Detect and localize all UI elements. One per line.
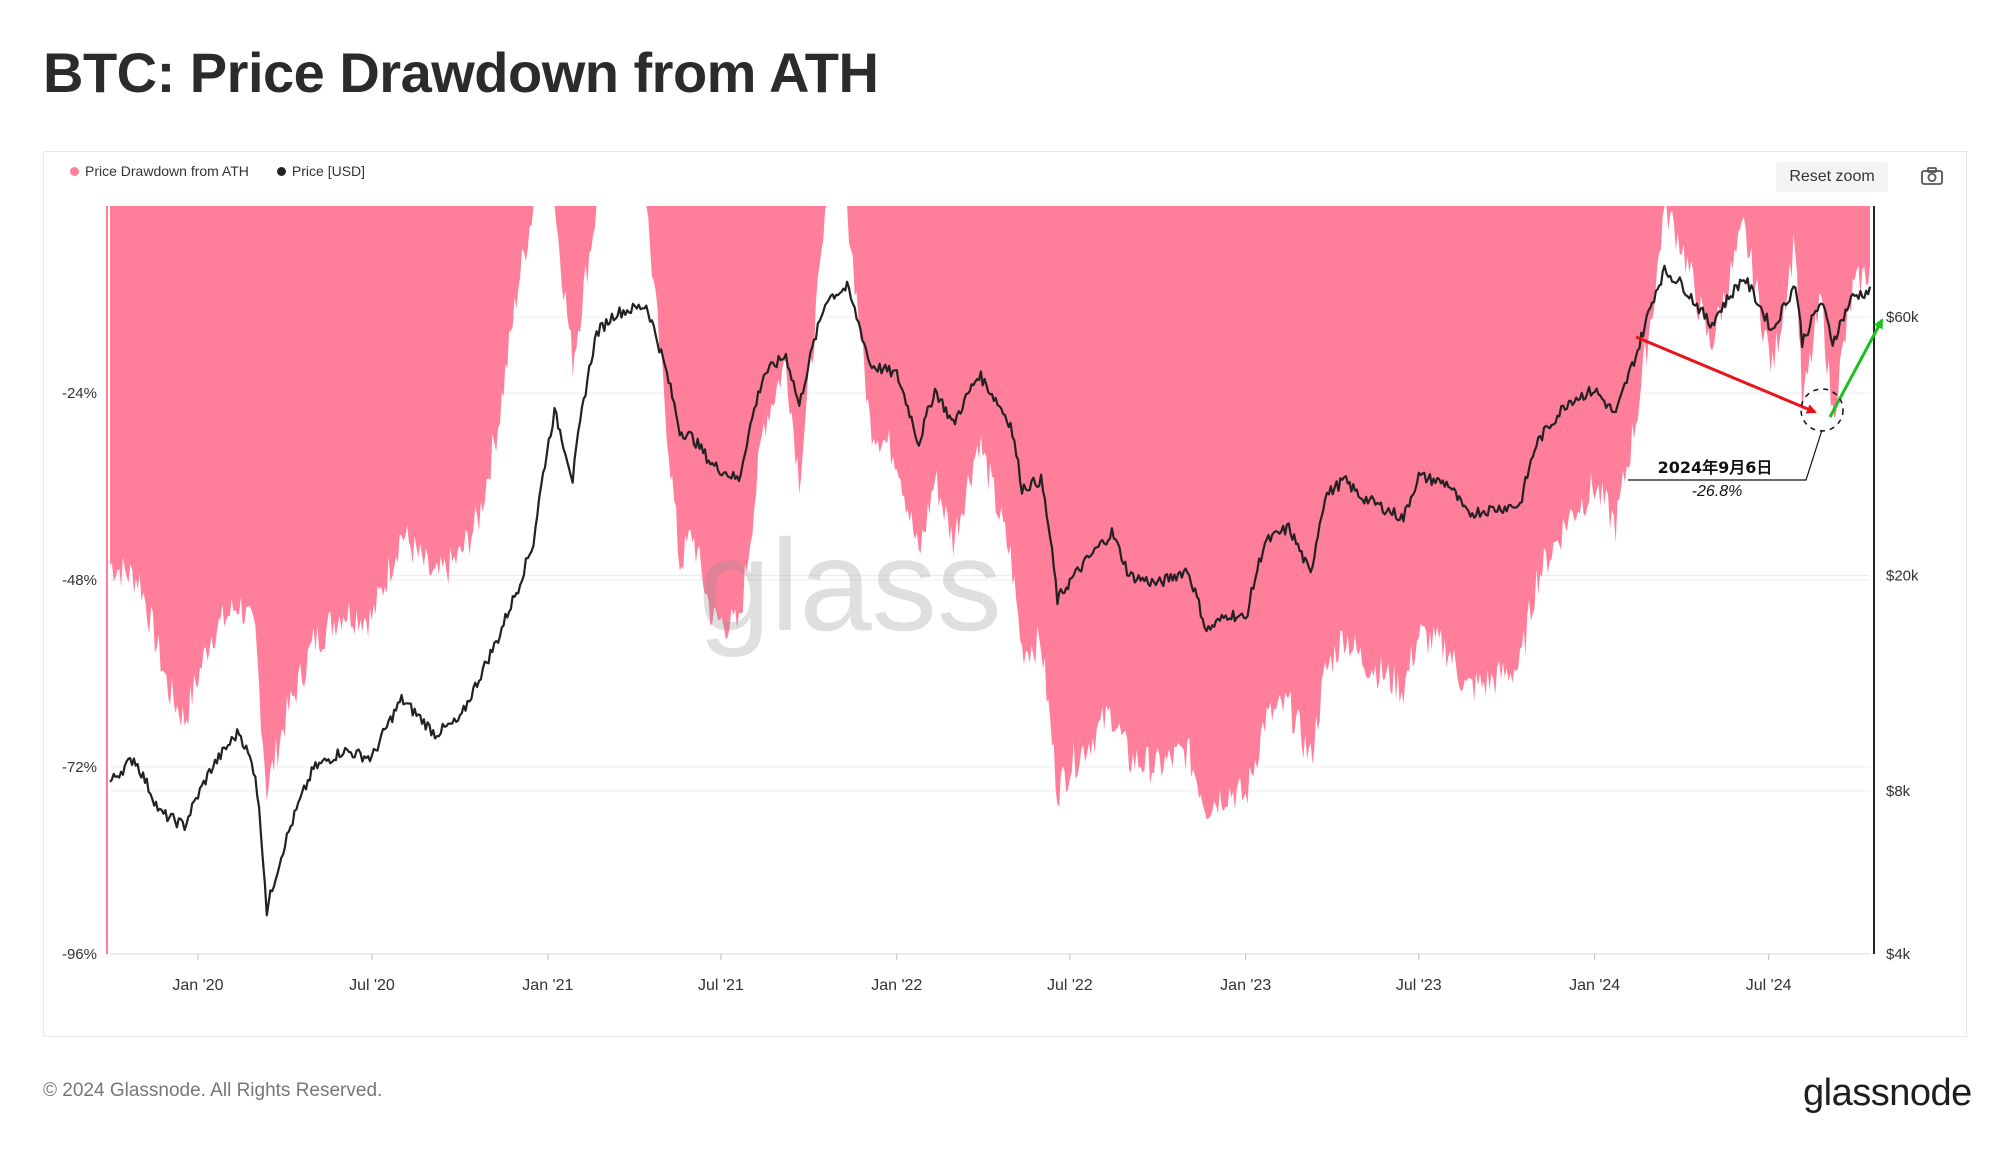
x-tick-label-1: Jul '20	[349, 977, 395, 994]
y-right-tick-1: $20k	[1886, 567, 1919, 584]
x-tick-label-6: Jan '23	[1220, 977, 1271, 994]
legend-dot-drawdown	[70, 166, 79, 176]
legend-dot-price	[276, 166, 286, 176]
price-line	[109, 264, 1872, 917]
annotation: 2024年9月6日 -26.8%	[1628, 318, 1884, 500]
y-left-tick-0: -24%	[62, 385, 97, 402]
y-left-tick-2: -72%	[62, 759, 97, 776]
x-tick-label-0: Jan '20	[172, 977, 223, 994]
annotation-value: -26.8%	[1692, 483, 1743, 500]
price-line-path	[109, 264, 1872, 917]
axes: -24% -48% -72% -96% $60k $20k $8k $4k Jan '20 Jul…	[62, 206, 1919, 994]
annotation-date: 2024年9月6日	[1658, 458, 1773, 477]
legend-item-price[interactable]: Price [USD]	[276, 163, 366, 179]
y-right-tick-3: $4k	[1886, 946, 1911, 963]
watermark: glass	[698, 512, 1001, 658]
x-tick-label-3: Jul '21	[698, 977, 744, 994]
arrow-up	[1828, 318, 1884, 418]
x-tick-label-4: Jan '22	[871, 977, 922, 994]
brand-logo: glassnode	[1803, 1072, 1972, 1114]
y-right-tick-2: $8k	[1886, 783, 1911, 800]
y-left-tick-3: -96%	[62, 946, 97, 963]
y-right-tick-0: $60k	[1886, 309, 1919, 326]
arrow-down	[1635, 335, 1817, 414]
legend-item-drawdown[interactable]: Price Drawdown from ATH	[70, 163, 249, 179]
drawdown-area-path	[110, 206, 1870, 819]
drawdown-area	[110, 206, 1870, 819]
chart-frame	[43, 151, 1967, 1037]
callout-leader	[1628, 429, 1823, 481]
legend-label-drawdown: Price Drawdown from ATH	[85, 163, 249, 179]
x-tick-label-8: Jan '24	[1569, 977, 1620, 994]
x-tick-label-9: Jul '24	[1746, 977, 1792, 994]
legend: Price Drawdown from ATH Price [USD]	[70, 163, 365, 179]
camera-icon[interactable]	[1920, 166, 1944, 186]
x-tick-label-5: Jul '22	[1047, 977, 1093, 994]
y-left-tick-1: -48%	[62, 572, 97, 589]
x-tick-label-2: Jan '21	[522, 977, 573, 994]
reset-zoom-button[interactable]: Reset zoom	[1776, 162, 1888, 192]
x-tick-label-7: Jul '23	[1396, 977, 1442, 994]
legend-label-price: Price [USD]	[291, 163, 366, 179]
page-title: BTC: Price Drawdown from ATH	[43, 41, 879, 104]
copyright: © 2024 Glassnode. All Rights Reserved.	[43, 1080, 383, 1101]
